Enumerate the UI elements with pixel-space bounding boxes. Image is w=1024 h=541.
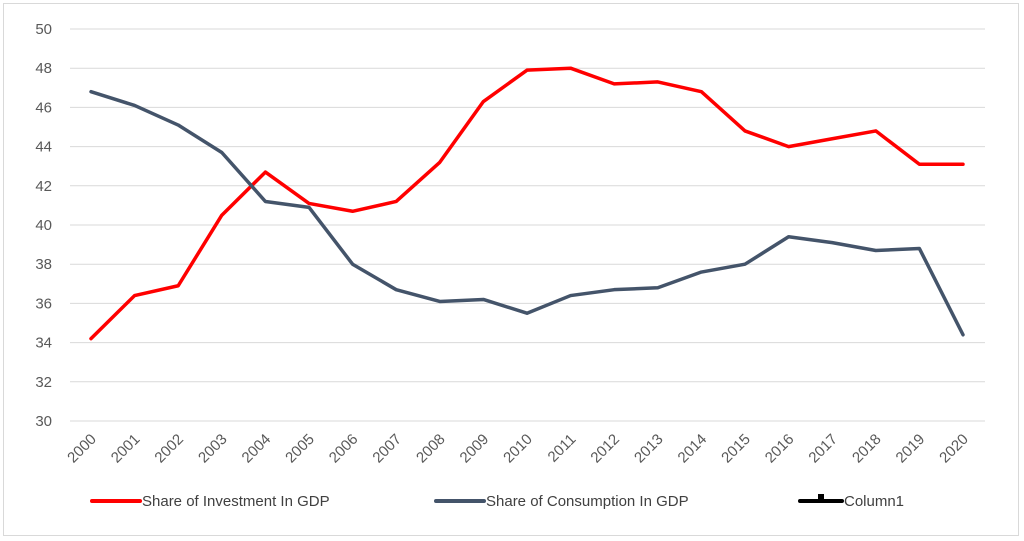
legend-marker (818, 494, 824, 501)
x-tick-label: 2003 (195, 431, 231, 467)
legend-label: Column1 (844, 493, 904, 510)
y-tick-label: 44 (35, 139, 52, 156)
legend-label: Share of Investment In GDP (142, 493, 330, 510)
x-tick-label: 2008 (413, 431, 449, 467)
x-tick-label: 2011 (545, 431, 580, 466)
x-tick-label: 2009 (457, 431, 493, 467)
x-tick-label: 2016 (762, 431, 798, 467)
y-tick-label: 30 (35, 413, 52, 430)
y-tick-label: 36 (35, 295, 52, 312)
x-tick-label: 2000 (64, 431, 100, 467)
y-tick-label: 46 (35, 99, 52, 116)
x-tick-label: 2019 (893, 431, 929, 467)
x-tick-label: 2015 (718, 431, 754, 467)
x-tick-label: 2010 (500, 431, 536, 467)
y-tick-label: 32 (35, 374, 52, 391)
y-tick-label: 34 (35, 335, 52, 352)
x-tick-label: 2018 (849, 431, 885, 467)
y-tick-label: 40 (35, 217, 52, 234)
series-line-1 (89, 89, 965, 337)
y-tick-label: 42 (35, 178, 52, 195)
x-tick-label: 2013 (631, 431, 667, 467)
x-tick-label: 2005 (282, 431, 318, 467)
y-tick-label: 48 (35, 60, 52, 77)
chart-frame (3, 3, 1019, 536)
legend-label: Share of Consumption In GDP (486, 493, 689, 510)
y-tick-label: 50 (35, 21, 52, 38)
x-tick-label: 2004 (239, 431, 275, 467)
x-tick-label: 2012 (587, 431, 623, 467)
x-tick-label: 2014 (675, 431, 711, 467)
x-tick-label: 2007 (369, 431, 405, 467)
x-tick-label: 2006 (326, 431, 362, 467)
x-tick-label: 2001 (108, 431, 144, 467)
x-tick-label: 2020 (936, 431, 972, 467)
series-line-0 (89, 66, 965, 341)
y-tick-label: 38 (35, 256, 52, 273)
x-tick-label: 2017 (805, 431, 841, 467)
x-tick-label: 2002 (151, 431, 187, 467)
